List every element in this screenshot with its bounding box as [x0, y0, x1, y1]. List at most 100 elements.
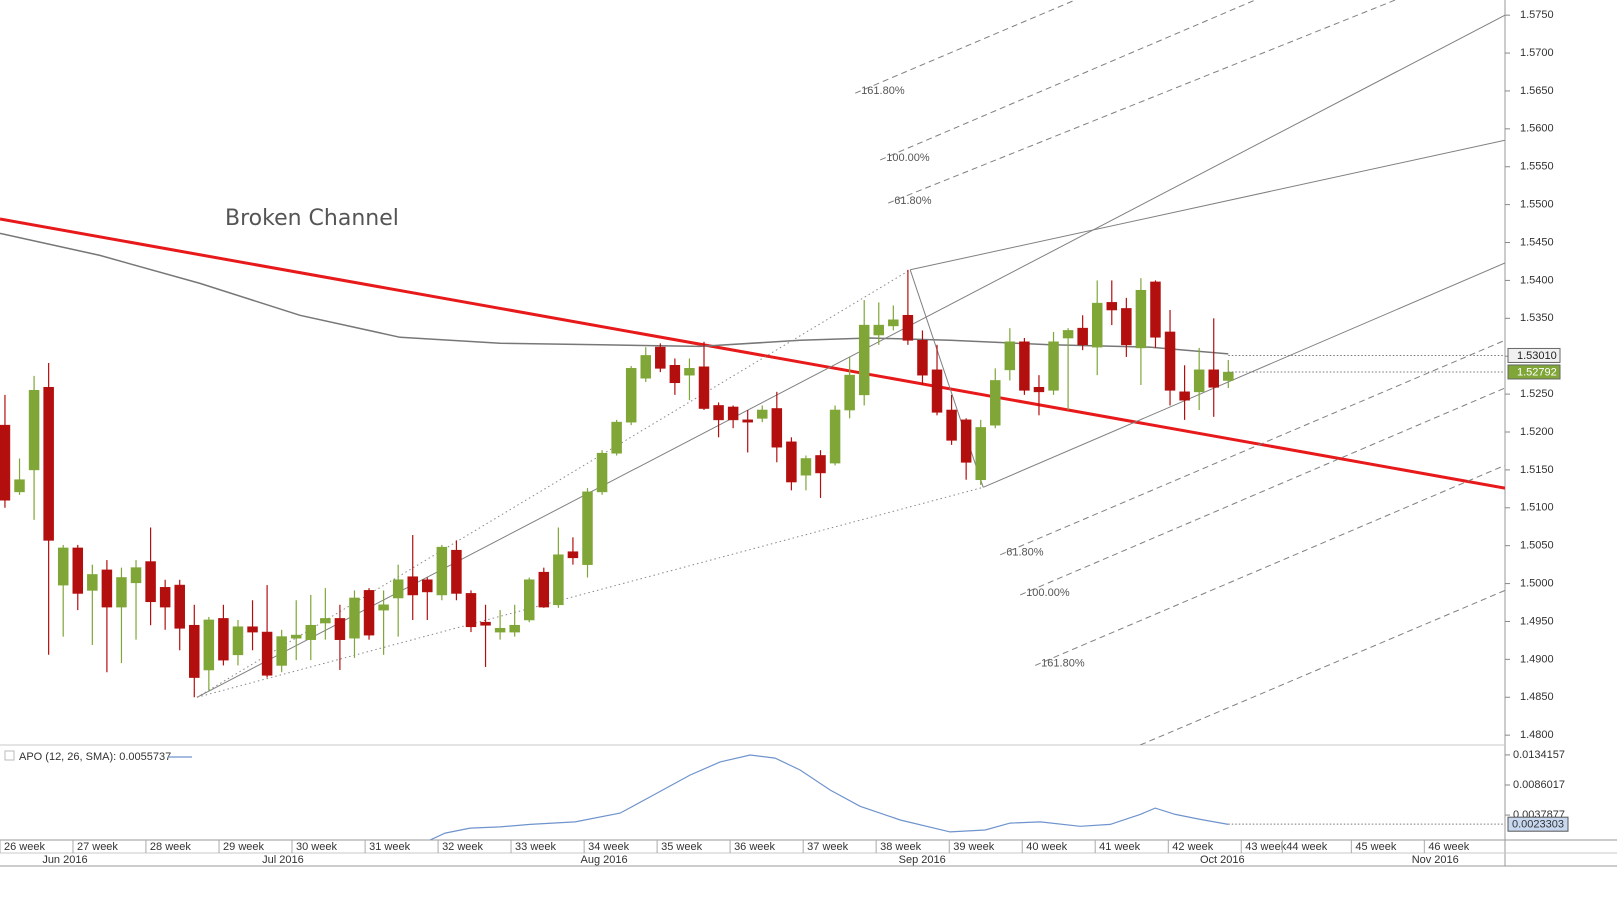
- candle-body: [611, 421, 622, 454]
- fib-label: 61.80%: [1006, 547, 1044, 559]
- price-tag-box: [1507, 364, 1561, 380]
- candle-body: [829, 409, 841, 464]
- fib-line: [888, 0, 1396, 204]
- x-tick-label: 38 week: [880, 841, 921, 853]
- x-tick-label: 37 week: [807, 841, 848, 853]
- y-tick-label: 1.5100: [1520, 502, 1554, 514]
- candle-body: [684, 368, 695, 376]
- candle-body: [1062, 330, 1074, 339]
- price-tag-label: 1.52792: [1517, 366, 1557, 378]
- candle-body: [975, 427, 986, 481]
- candle-body: [1019, 341, 1030, 391]
- candle-body: [742, 419, 753, 423]
- candle-body: [0, 424, 11, 501]
- candle-body: [159, 587, 171, 608]
- candle-body: [305, 624, 317, 640]
- price-tag-box: [1507, 347, 1561, 363]
- x-tick-label: 45 week: [1355, 841, 1396, 853]
- candle-body: [1106, 302, 1118, 311]
- candle-body: [1004, 341, 1016, 371]
- fib-line: [1000, 339, 1505, 556]
- indicator-area: [429, 754, 1229, 840]
- indicator-legend: APO (12, 26, SMA): 0.0055737: [19, 751, 171, 763]
- candle-body: [596, 452, 608, 493]
- candle-body: [946, 409, 957, 441]
- candle-body: [14, 479, 25, 493]
- candle-body: [800, 458, 812, 476]
- candle-body: [538, 571, 550, 608]
- candle-body: [669, 365, 681, 384]
- candle-body: [727, 406, 739, 421]
- candle-body: [1121, 308, 1132, 346]
- y-tick-label: 1.5600: [1520, 123, 1554, 135]
- candle-body: [509, 624, 520, 633]
- month-label: Sep 2016: [899, 854, 946, 866]
- candle-body: [407, 576, 418, 596]
- fib-label: 161.80%: [1041, 657, 1085, 669]
- x-tick-label: 42 week: [1172, 841, 1213, 853]
- candle-body: [698, 366, 710, 409]
- y-tick-label: 1.5150: [1520, 464, 1554, 476]
- candle-body: [276, 636, 287, 666]
- candle-body: [101, 569, 113, 608]
- candle-body: [174, 584, 185, 629]
- candle-body: [72, 547, 84, 594]
- candle-body: [232, 626, 244, 656]
- overlay-line: [196, 486, 984, 698]
- candle-body: [261, 631, 273, 676]
- overlay-line: [0, 217, 1505, 490]
- x-tick-label: 39 week: [953, 841, 994, 853]
- price-tag-label: 1.53010: [1517, 350, 1557, 362]
- candle-body: [917, 339, 928, 376]
- candle-body: [1150, 281, 1161, 338]
- x-tick-label: 31 week: [369, 841, 410, 853]
- y-tick-label: 1.5650: [1520, 85, 1554, 97]
- candle-body: [334, 618, 346, 640]
- month-label: Jun 2016: [42, 854, 87, 866]
- x-tick-label: 46 week: [1428, 841, 1469, 853]
- candle-body: [873, 324, 885, 336]
- y-tick-label: 1.5450: [1520, 236, 1554, 248]
- overlay-line: [910, 139, 1505, 271]
- candle-body: [145, 561, 156, 603]
- x-tick-label: 43 week: [1245, 841, 1286, 853]
- indicator-last-label: 0.0023303: [1512, 819, 1564, 831]
- candle-body: [392, 579, 404, 599]
- y-tick-label: 1.5500: [1520, 199, 1554, 211]
- y-tick-label: 1.5750: [1520, 9, 1554, 21]
- y2-tick-label: 0.0134157: [1513, 749, 1565, 761]
- fib-label: 61.80%: [894, 195, 932, 207]
- candle-body: [567, 551, 579, 559]
- candle-body: [436, 546, 448, 596]
- x-tick-label: 27 week: [77, 841, 118, 853]
- candle-body: [960, 419, 972, 463]
- overlay-line: [1140, 589, 1505, 745]
- month-label: Nov 2016: [1412, 854, 1459, 866]
- candle-body: [1164, 331, 1176, 391]
- candle-body: [757, 409, 768, 419]
- y-tick-label: 1.5550: [1520, 161, 1554, 173]
- candle-body: [363, 590, 375, 636]
- candle-body: [640, 355, 652, 379]
- month-label: Jul 2016: [262, 854, 304, 866]
- candle-body: [1048, 341, 1059, 391]
- indicator-icon: [4, 750, 15, 761]
- x-tick-label: 44 week: [1286, 841, 1327, 853]
- candle-body: [888, 319, 899, 327]
- x-tick-label: 30 week: [296, 841, 337, 853]
- candle-body: [349, 597, 360, 639]
- fib-line: [880, 0, 1256, 161]
- candle-body: [1193, 369, 1205, 393]
- candle-body: [247, 626, 258, 633]
- x-tick-label: 35 week: [661, 841, 702, 853]
- y-tick-label: 1.5250: [1520, 388, 1554, 400]
- candle-body: [815, 455, 826, 474]
- candle-body: [43, 386, 54, 541]
- candle-body: [1135, 289, 1147, 349]
- candle-body: [655, 346, 666, 369]
- fib-label: 100.00%: [886, 152, 930, 164]
- candle-body: [625, 368, 637, 423]
